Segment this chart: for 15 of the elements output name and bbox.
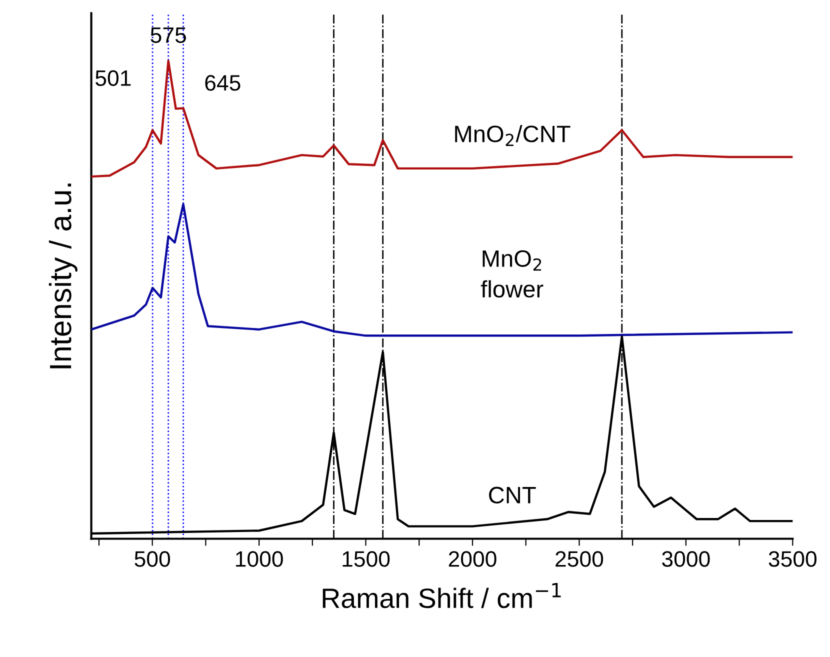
x-axis-title: Raman Shift / cm$^{−1}$	[322, 583, 561, 608]
y-axis-title: Intensity / a.u.	[48, 184, 78, 368]
series-label: MnO$_{2}$/CNT	[455, 124, 570, 146]
x-tick-label: 2000	[448, 551, 496, 567]
ref-line-label: 645	[205, 75, 240, 91]
ref-line-label: 575	[150, 27, 186, 43]
x-tick-label: 2500	[556, 551, 604, 567]
x-tick-label: 500	[134, 551, 170, 567]
x-tick-label: 3000	[662, 551, 710, 567]
x-tick-label: 1000	[236, 551, 283, 567]
series-label: CNT	[489, 486, 536, 504]
x-tick-label: 3500	[768, 551, 816, 567]
ref-line-label: 501	[96, 70, 131, 86]
x-tick-label: 1500	[342, 551, 390, 567]
series-label: MnO$_{2}$ flower	[480, 250, 544, 298]
